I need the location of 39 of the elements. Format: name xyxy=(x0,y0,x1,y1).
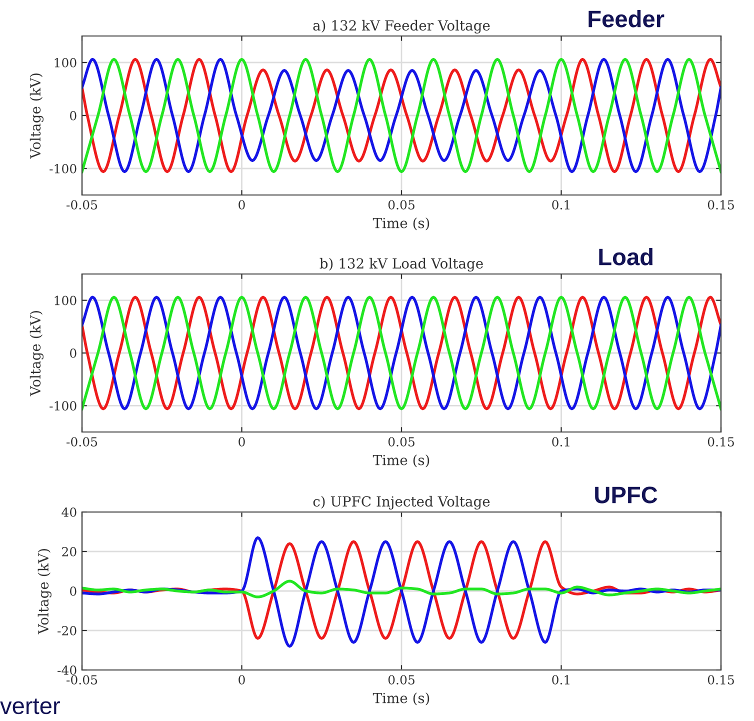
y-tick-label: -40 xyxy=(58,665,76,675)
y-tick-label: -20 xyxy=(58,626,76,636)
text: verter xyxy=(0,698,60,714)
y-tick-label: 100 xyxy=(54,296,76,306)
chart-title: c) UPFC Injected Voltage xyxy=(313,496,490,510)
y-axis-title: Voltage (kV) xyxy=(30,310,44,396)
y-tick-label: -100 xyxy=(50,401,76,411)
text: UPFC xyxy=(595,486,658,504)
y-tick-label: 40 xyxy=(62,507,76,517)
x-tick-label: 0.15 xyxy=(708,200,734,210)
x-tick-label: -0.05 xyxy=(66,437,98,447)
x-tick-label: 0.1 xyxy=(552,200,570,210)
x-axis-title: Time (s) xyxy=(372,218,430,230)
chart-title: a) 132 kV Feeder Voltage xyxy=(313,20,490,34)
x-axis-title: Time (s) xyxy=(372,454,430,468)
x-tick-label: 0.15 xyxy=(708,437,734,447)
y-axis-title: Voltage (kV) xyxy=(30,73,44,159)
text: Feeder xyxy=(588,10,664,28)
x-tick-label: 0 xyxy=(238,675,245,685)
y-tick-label: 0 xyxy=(70,110,76,120)
x-tick-label: 0 xyxy=(238,200,245,210)
y-tick-label: 0 xyxy=(70,586,76,596)
x-tick-label: 0 xyxy=(238,437,245,447)
y-axis-title: Voltage (kV) xyxy=(38,548,52,634)
x-tick-label: -0.05 xyxy=(66,200,98,210)
x-axis-title: Time (s) xyxy=(372,692,430,706)
x-tick-label: 0.05 xyxy=(388,437,414,447)
chart-title: b) 132 kV Load Voltage xyxy=(320,258,483,272)
x-tick-label: 0.15 xyxy=(708,675,734,685)
x-tick-label: 0.05 xyxy=(388,200,414,210)
y-tick-label: 0 xyxy=(70,348,76,358)
y-tick-label: 100 xyxy=(54,58,76,68)
x-tick-label: 0.1 xyxy=(552,437,570,447)
x-tick-label: 0.05 xyxy=(388,675,414,685)
y-tick-label: -100 xyxy=(50,164,76,174)
text: Load xyxy=(599,248,652,266)
x-tick-label: -0.05 xyxy=(66,675,98,685)
x-tick-label: 0.1 xyxy=(552,675,570,685)
y-tick-label: 20 xyxy=(62,546,76,556)
